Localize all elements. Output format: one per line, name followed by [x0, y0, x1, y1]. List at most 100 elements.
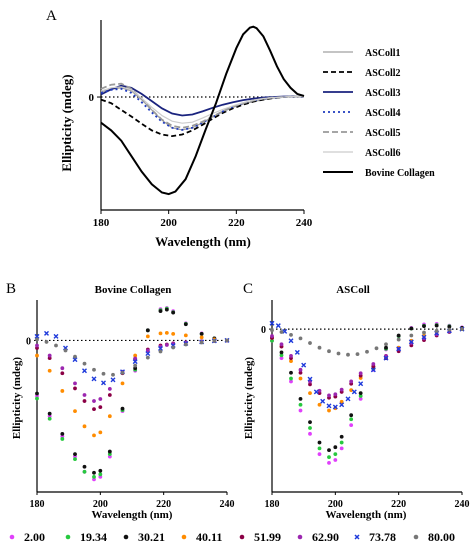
panel-c-series-80-00-point: [396, 337, 401, 342]
panel-b-series-73-78-point: [110, 377, 116, 383]
panel-c-series-80-00-point: [346, 352, 350, 357]
panel-c-series-30-21-point: [358, 391, 363, 395]
panel-b-series-30-21-point: [73, 452, 77, 457]
panel-b-series-19-34-point: [98, 472, 103, 477]
panel-b-series-40-11-point: [82, 424, 87, 429]
panel-b-series-73-78-point: [53, 333, 59, 339]
panel-c-series-80-00-point: [355, 352, 360, 357]
panel-b-series-62-90-point: [82, 393, 87, 397]
panel-b-series-62-90-point: [92, 399, 96, 403]
panel-c-series-30-21-point: [298, 397, 303, 401]
legend-a-label-ascoll5: ASColl5: [365, 128, 401, 139]
panel-a-x-tick-label: 220: [228, 217, 245, 229]
panel-b-series-80-00-point: [133, 363, 138, 368]
panel-c-series-51-99-point: [298, 370, 303, 375]
temperature-legend-marker-80-00: [413, 534, 419, 540]
panel-c-series-30-21-point: [384, 345, 388, 350]
panel-c-series-30-21-point: [289, 370, 293, 375]
panel-c-series-30-21-point: [279, 350, 284, 355]
panel-b-x-tick-label: 180: [30, 499, 45, 510]
panel-b-series-19-34-point: [82, 469, 87, 474]
panel-b-series-62-90-point: [98, 397, 103, 401]
panel-c-series-73-78-point: [370, 367, 376, 373]
panel-b-series-40-11-point: [60, 389, 65, 393]
panel-c-series-30-21-point: [422, 324, 426, 329]
panel-c-series-19-34-point: [333, 452, 338, 457]
panel-c-series-80-00-point: [270, 328, 274, 333]
panel-b-series-80-00-point: [158, 349, 163, 354]
panel-c-series-80-00-point: [289, 333, 293, 337]
panel-c-series-62-90-point: [349, 379, 354, 384]
panel-b-series-19-34-point: [60, 437, 65, 441]
panel-label-b: B: [6, 281, 16, 297]
panel-c-series-73-78-point: [301, 362, 307, 368]
panel-c-series-62-90-point: [298, 367, 303, 372]
temperature-legend-label-51-99: 51.99: [254, 530, 281, 544]
panel-b-series-62-90-point: [35, 343, 39, 348]
panel-c-series-73-78-point: [282, 328, 288, 334]
temperature-legend-marker-30-21: [123, 534, 129, 540]
panel-a-series-ascoll1-line: [100, 87, 304, 131]
panel-c-series-51-99-point: [308, 382, 312, 387]
panel-c-series-62-90-point: [339, 387, 344, 392]
panel-c-series-62-90-point: [333, 392, 338, 397]
panel-b-series-40-11-point: [145, 334, 150, 339]
panel-b-series-51-99-point: [98, 405, 103, 410]
panel-b-series-19-34-point: [73, 457, 77, 462]
panel-c-series-30-21-point: [447, 324, 452, 329]
panel-c-series-80-00-point: [384, 342, 388, 347]
panel-c-series-73-78-point: [326, 403, 332, 409]
panel-c-series-40-11-point: [308, 391, 312, 395]
panel-a-series-ascoll4-line: [100, 87, 304, 131]
panel-b-series-62-90-point: [164, 343, 169, 347]
panel-a-chart: Ellipticity (mdeg) Wavelength (nm) 180 20…: [59, 20, 313, 249]
panel-c-series-19-34-point: [308, 426, 312, 430]
panel-c-series-30-21-point: [339, 434, 344, 439]
panel-b-series-80-00-point: [145, 355, 150, 360]
panel-c-series-19-34-point: [279, 353, 284, 358]
legend-a-label-ascoll4: ASColl4: [365, 108, 401, 119]
panel-c-series-80-00-point: [327, 349, 331, 354]
panel-b-series-30-21-point: [158, 309, 163, 314]
panel-a-y-axis-title: Ellipticity (mdeg): [59, 74, 74, 171]
panel-c-chart: ASColl Ellipticity (mdeg) Wavelength (nm…: [243, 284, 470, 521]
panel-c-series-40-11-point: [289, 359, 293, 363]
panel-b-series-30-21-point: [120, 406, 125, 411]
panel-b-series-30-21-point: [98, 468, 103, 473]
panel-c-series-80-00-point: [460, 327, 464, 331]
panel-c-series-19-34-point: [317, 446, 322, 451]
panel-c-series-80-00-point: [374, 346, 379, 351]
panel-b-x-tick-label: 220: [156, 499, 171, 510]
panel-c-series-73-78-point: [275, 323, 281, 329]
panel-b-x-tick-label: 240: [220, 499, 235, 510]
panel-b-chart: Bovine Collagen Ellipticity (mdeg) Wavel…: [11, 284, 235, 521]
panel-c-series-62-90-point: [317, 388, 322, 393]
legend-a-label-ascoll6: ASColl6: [365, 148, 401, 159]
panel-c-series-62-90-point: [358, 371, 363, 376]
panel-b-series-80-00-point: [82, 361, 87, 366]
temperature-legend-marker-2-00: [9, 534, 15, 540]
panel-b-series-30-21-point: [82, 464, 87, 469]
panel-b-series-51-99-point: [82, 399, 87, 403]
panel-a-legend: ASColl1 ASColl2 ASColl3 ASColl4 ASColl5 ASCol…: [323, 48, 435, 179]
panel-b-series-40-11-point: [98, 430, 103, 435]
panel-b-series-40-11-point: [199, 335, 204, 340]
panel-c-series-2-00-point: [339, 446, 344, 451]
panel-b-series-62-90-point: [73, 381, 77, 386]
panel-c-series-2-00-point: [317, 452, 322, 457]
panel-b-series-80-00-point: [183, 342, 188, 347]
legend-a-label-ascoll2: ASColl2: [365, 68, 401, 79]
panel-b-series-80-00-point: [35, 337, 39, 342]
panel-c-series-40-11-point: [317, 402, 322, 407]
panel-a-x-tick-label: 240: [296, 217, 313, 229]
panel-c-series-2-00-point: [333, 458, 338, 462]
panel-b-series-80-00-point: [199, 340, 204, 345]
panel-b-title: Bovine Collagen: [95, 284, 172, 296]
panel-b-series-80-00-point: [44, 340, 49, 344]
panel-c-series-62-90-point: [289, 353, 293, 358]
panel-b-series-40-11-point: [120, 381, 125, 386]
panel-c-series-62-90-point: [279, 342, 284, 347]
panel-b-series-40-11-point: [35, 353, 39, 358]
temperature-legend-marker-51-99: [239, 534, 245, 540]
panel-c-series-62-90-point: [327, 393, 331, 398]
